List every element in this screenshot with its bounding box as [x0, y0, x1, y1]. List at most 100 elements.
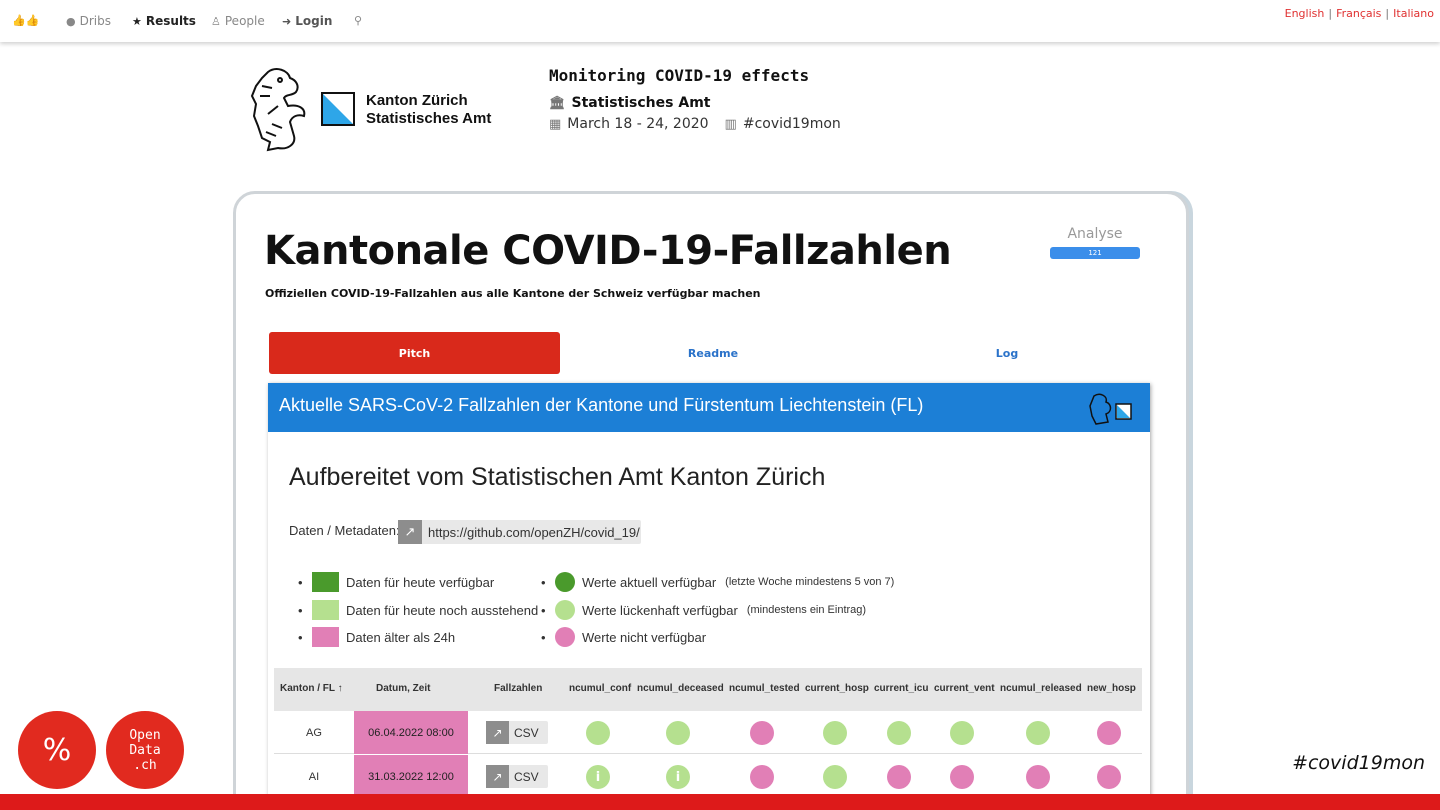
project-progress-value: 121 [1088, 249, 1102, 257]
status-dot [823, 765, 847, 789]
calendar-icon: ▦ [549, 116, 562, 132]
status-dot [887, 721, 911, 745]
cell-date: 06.04.2022 08:00 [354, 711, 468, 754]
org-logo-text: Kanton Zürich Statistisches Amt [366, 92, 491, 128]
top-navbar: 👍👍 ● Dribs ★ Results ♙ People ➜ Login ⚲ … [0, 0, 1440, 42]
lang-italiano[interactable]: Italiano [1393, 7, 1434, 20]
event-organizer: 🏛 Statistisches Amt [549, 95, 710, 111]
legend-label: Daten für heute noch ausstehend [346, 602, 539, 618]
status-dot [1026, 765, 1050, 789]
thumbs-up-icon: 👍👍 [12, 14, 40, 27]
embed-header-title: Aktuelle SARS-CoV-2 Fallzahlen der Kanto… [279, 395, 924, 415]
nav-search[interactable]: ⚲ [354, 14, 362, 27]
language-switcher: English | Français | Italiano [1284, 7, 1434, 20]
search-icon: ⚲ [354, 14, 363, 27]
cell-date: 31.03.2022 12:00 [354, 755, 468, 798]
nav-label-dribs: Dribs [79, 14, 111, 28]
nav-item-results[interactable]: ★ Results [132, 14, 196, 28]
csv-download-button[interactable]: ↗ CSV [486, 721, 548, 744]
legend-label: Daten für heute verfügbar [346, 574, 495, 590]
project-subtitle: Offiziellen COVID-19-Fallzahlen aus alle… [265, 287, 761, 300]
legend-label: Werte aktuell verfügbar [582, 574, 717, 590]
tab-readme[interactable]: Readme [687, 346, 739, 360]
legend-note: (mindestens ein Eintrag) [746, 604, 867, 616]
project-title: Kantonale COVID-19-Fallzahlen [264, 228, 952, 274]
nav-item-likes[interactable]: 👍👍 [12, 14, 39, 27]
legend-note: (letzte Woche mindestens 5 von 7) [725, 576, 895, 588]
comment-icon: ● [66, 14, 76, 28]
column-header-datum[interactable]: Datum, Zeit [376, 683, 431, 694]
metadata-label: Daten / Metadaten: [289, 523, 400, 538]
status-dot [1097, 721, 1121, 745]
metadata-link[interactable]: ↗ https://github.com/openZH/covid_19/ [398, 520, 641, 544]
cell-kanton: AI [308, 770, 320, 783]
column-header-ncumul-released[interactable]: ncumul_released [1000, 683, 1082, 694]
opendata-logo: % [18, 711, 96, 789]
event-hashtag: #covid19mon [742, 116, 841, 132]
status-dot [887, 765, 911, 789]
event-dates: March 18 - 24, 2020 [567, 116, 709, 132]
legend-item: • Werte aktuell verfügbar (letzte Woche … [541, 572, 894, 592]
nav-item-login[interactable]: ➜ Login [282, 14, 332, 28]
legend-item: • Daten für heute noch ausstehend [298, 600, 538, 620]
column-header-kanton[interactable]: Kanton / FL ↑ [280, 683, 343, 694]
event-title[interactable]: Monitoring COVID-19 effects [549, 66, 810, 85]
nav-item-dribs[interactable]: ● Dribs [66, 14, 111, 28]
csv-download-button[interactable]: ↗ CSV [486, 765, 548, 788]
status-dot [586, 721, 610, 745]
nav-item-people[interactable]: ♙ People [211, 14, 265, 28]
status-dot [1097, 765, 1121, 789]
column-header-fallzahlen[interactable]: Fallzahlen [494, 683, 543, 694]
legend-item: • Werte nicht verfügbar [541, 627, 706, 647]
status-dot: i [586, 765, 610, 789]
footer-hashtag: #covid19mon [1292, 752, 1425, 774]
legend-swatch [312, 572, 339, 592]
org-logo-line2: Statistisches Amt [366, 110, 492, 127]
table-row: AG 06.04.2022 08:00 ↗ CSV [274, 711, 1142, 754]
opendata-logo-glyph: % [42, 732, 72, 768]
column-header-ncumul-deceased[interactable]: ncumul_deceased [637, 683, 724, 694]
status-dot [823, 721, 847, 745]
star-icon: ★ [132, 14, 142, 28]
org-logo-line1: Kanton Zürich [366, 92, 468, 109]
zurich-flag-icon [321, 92, 355, 126]
legend-swatch [312, 600, 339, 620]
external-link-icon: ↗ [398, 520, 422, 544]
metadata-link-text: https://github.com/openZH/covid_19/ [428, 524, 640, 540]
column-header-current-icu[interactable]: current_icu [874, 683, 929, 694]
pitch-screenshot: Aktuelle SARS-CoV-2 Fallzahlen der Kanto… [268, 383, 1150, 810]
column-header-new-hosp[interactable]: new_hosp [1087, 683, 1136, 694]
legend-label: Werte nicht verfügbar [582, 629, 707, 645]
embed-heading: Aufbereitet vom Statistischen Amt Kanton… [289, 463, 826, 491]
project-stage-label: Analyse [1067, 226, 1123, 242]
column-header-ncumul-tested[interactable]: ncumul_tested [729, 683, 800, 694]
lang-francais[interactable]: Français [1336, 7, 1382, 20]
lang-english[interactable]: English [1284, 7, 1325, 20]
legend-label: Werte lückenhaft verfügbar [582, 602, 738, 618]
project-progress-bar: 121 [1050, 247, 1140, 259]
column-header-ncumul-conf[interactable]: ncumul_conf [569, 683, 632, 694]
column-header-current-vent[interactable]: current_vent [934, 683, 995, 694]
legend-item: • Daten für heute verfügbar [298, 572, 494, 592]
embed-zurich-logo [1089, 393, 1132, 425]
person-icon: ♙ [211, 14, 221, 28]
opendata-ch-logo: Open Data .ch [106, 711, 184, 789]
legend-dot [555, 627, 575, 647]
status-dot [750, 721, 774, 745]
tab-log[interactable]: Log [995, 346, 1019, 360]
csv-label: CSV [514, 769, 539, 784]
legend-dot [555, 572, 575, 592]
status-dot [950, 765, 974, 789]
zurich-lion-logo [250, 68, 306, 152]
table-row: AI 31.03.2022 12:00 ↗ CSV i i [274, 755, 1142, 798]
column-header-current-hosp[interactable]: current_hosp [805, 683, 869, 694]
status-dot [666, 721, 690, 745]
legend-label: Daten älter als 24h [346, 629, 456, 645]
external-link-icon: ↗ [486, 721, 509, 744]
embed-header-bar: Aktuelle SARS-CoV-2 Fallzahlen der Kanto… [268, 383, 1150, 432]
tab-pitch[interactable]: Pitch [269, 332, 560, 374]
event-meta: ▦ March 18 - 24, 2020 ▥ #covid19mon [549, 116, 841, 132]
institution-icon: 🏛 [549, 95, 566, 111]
table-header: Kanton / FL ↑ Datum, Zeit Fallzahlen ncu… [274, 668, 1142, 711]
cell-kanton: AG [306, 726, 322, 739]
